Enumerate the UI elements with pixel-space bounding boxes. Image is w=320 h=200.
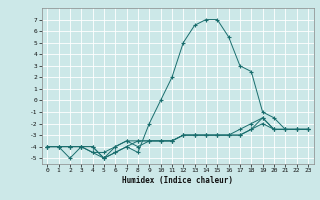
X-axis label: Humidex (Indice chaleur): Humidex (Indice chaleur) — [122, 176, 233, 185]
